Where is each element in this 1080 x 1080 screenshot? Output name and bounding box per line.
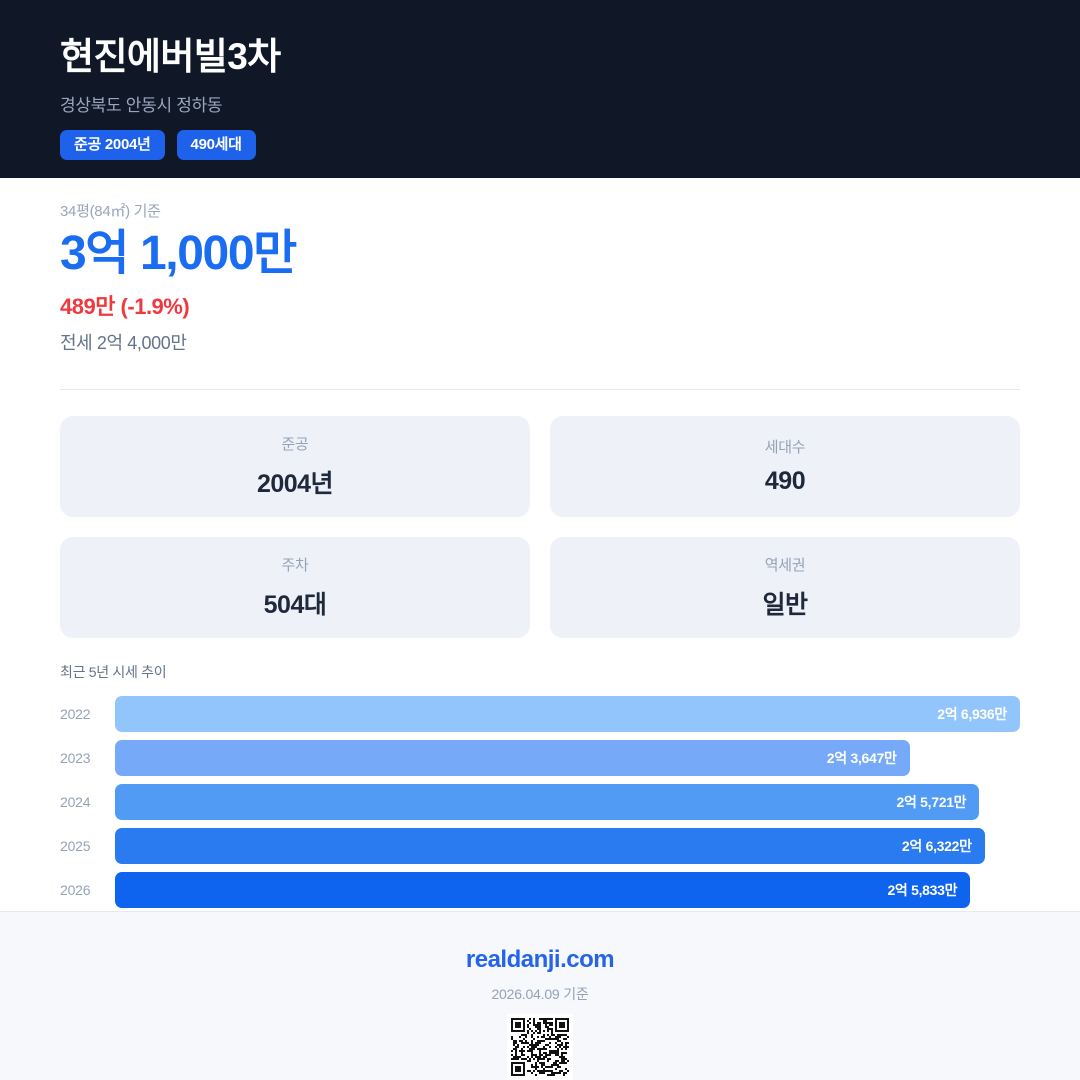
info-card-value: 504대 bbox=[263, 590, 327, 619]
chart-bar-track: 2억 3,647만 bbox=[115, 739, 1020, 776]
chart-bar-year-label: 2026 bbox=[60, 881, 91, 898]
price-trend-chart: 최근 5년 시세 추이 2022 2억 6,936만 2023 2억 3,647만 20… bbox=[60, 662, 1020, 908]
chart-bar-year-label: 2022 bbox=[60, 705, 91, 722]
address-text: 경상북도 안동시 정하동 bbox=[60, 95, 223, 115]
info-card-label: 주차 bbox=[281, 556, 309, 574]
chart-bar-track: 2억 6,936만 bbox=[115, 695, 1020, 732]
chart-bar-fill: 2억 5,721만 bbox=[115, 783, 980, 820]
section-divider bbox=[60, 388, 1020, 390]
footer-date-note: 2026.04.09 기준 bbox=[491, 986, 589, 1002]
chart-bar-year-label: 2025 bbox=[60, 837, 91, 854]
qr-code-svg bbox=[511, 1018, 569, 1076]
info-card-completion: 준공 2004년 bbox=[60, 415, 530, 517]
header: 현진에버빌3차 경상북도 안동시 정하동 준공 2004년 490세대 bbox=[0, 0, 1080, 178]
chart-bar-year-label: 2024 bbox=[60, 793, 91, 810]
info-card-households: 세대수 490 bbox=[550, 415, 1020, 517]
price-change-value: 489만 (-1.9%) bbox=[60, 293, 190, 319]
chart-bar-fill: 2억 6,936만 bbox=[115, 695, 1020, 732]
area-basis-label: 34평(84㎡) 기준 bbox=[60, 203, 161, 220]
chart-bar-value-label: 2억 6,936만 bbox=[937, 705, 1007, 722]
page-title: 현진에버빌3차 bbox=[60, 36, 281, 77]
info-card-label: 세대수 bbox=[764, 439, 806, 457]
site-name-link[interactable]: realdanji.com bbox=[465, 946, 615, 973]
chart-bar-year-label: 2023 bbox=[60, 749, 91, 766]
chart-bar-value-label: 2억 5,833만 bbox=[887, 881, 958, 898]
badge-group: 준공 2004년 490세대 bbox=[60, 129, 1020, 160]
chart-bar-row: 2022 2억 6,936만 bbox=[60, 695, 1020, 732]
chart-bar-fill: 2억 6,322만 bbox=[115, 827, 985, 864]
main-price-value: 3억 1,000만 bbox=[60, 227, 297, 280]
chart-bar-value-label: 2억 3,647만 bbox=[826, 749, 897, 766]
info-card-value: 일반 bbox=[762, 590, 808, 619]
chart-bar-row: 2025 2억 6,322만 bbox=[60, 827, 1020, 864]
chart-bar-track: 2억 5,721만 bbox=[115, 783, 1020, 820]
chart-bar-list: 2022 2억 6,936만 2023 2억 3,647만 2024 2억 5,721만 2… bbox=[60, 695, 1020, 908]
chart-bar-row: 2026 2억 5,833만 bbox=[60, 871, 1020, 908]
chart-bar-track: 2억 5,833만 bbox=[115, 871, 1020, 908]
chart-bar-row: 2024 2억 5,721만 bbox=[60, 783, 1020, 820]
price-summary: 34평(84㎡) 기준 3억 1,000만 489만 (-1.9%) 전세 2억… bbox=[0, 178, 1080, 355]
chart-bar-track: 2억 6,322만 bbox=[115, 827, 1020, 864]
badge-completion-year: 준공 2004년 bbox=[60, 129, 165, 160]
badge-household-count: 490세대 bbox=[176, 129, 256, 160]
info-card-parking: 주차 504대 bbox=[60, 536, 530, 638]
chart-bar-value-label: 2억 5,721만 bbox=[896, 793, 967, 810]
chart-title: 최근 5년 시세 추이 bbox=[60, 663, 167, 680]
footer: realdanji.com 2026.04.09 기준 bbox=[0, 911, 1080, 1080]
info-card-value: 490 bbox=[764, 467, 806, 496]
info-card-grid: 준공 2004년 세대수 490 주차 504대 역세권 일반 bbox=[60, 415, 1020, 638]
qr-code-icon bbox=[507, 1014, 573, 1080]
jeonse-price-value: 전세 2억 4,000만 bbox=[60, 332, 187, 353]
chart-bar-value-label: 2억 6,322만 bbox=[901, 837, 972, 854]
info-card-label: 역세권 bbox=[764, 556, 806, 574]
info-card-label: 준공 bbox=[281, 435, 309, 453]
chart-bar-fill: 2억 5,833만 bbox=[115, 871, 971, 908]
chart-bar-row: 2023 2억 3,647만 bbox=[60, 739, 1020, 776]
info-card-station-access: 역세권 일반 bbox=[550, 536, 1020, 638]
info-card-value: 2004년 bbox=[256, 469, 334, 498]
chart-bar-fill: 2억 3,647만 bbox=[115, 739, 910, 776]
